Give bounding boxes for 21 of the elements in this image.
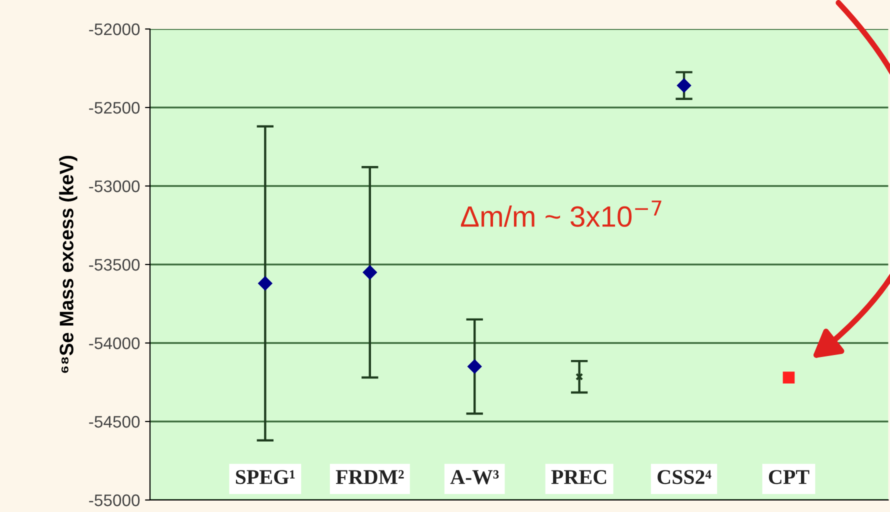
point xyxy=(362,265,377,280)
y-tick-label: -54500 xyxy=(89,416,140,428)
y-tick-label: -55000 xyxy=(89,494,140,506)
point xyxy=(782,372,795,384)
point xyxy=(258,276,272,290)
annotation: Δm/m ~ 3x10$^{−7}$ xyxy=(460,200,662,227)
x-tick-label: SPEG¹ xyxy=(236,470,295,484)
x-tick-label: PREC xyxy=(551,470,606,484)
x-tick-label: CPT xyxy=(768,470,810,484)
point xyxy=(677,78,691,92)
y-tick-label: -52000 xyxy=(89,23,140,36)
y-tick-label: -52500 xyxy=(89,102,140,114)
y-tick-label: -54000 xyxy=(89,337,140,350)
y-tick-label: -53000 xyxy=(89,180,140,192)
y-tick-label: -53500 xyxy=(89,258,140,271)
y-axis-title: ⁶⁸Se Mass excess (keV) xyxy=(59,156,78,373)
x-tick-label: A-W³ xyxy=(450,470,499,484)
point xyxy=(468,360,482,374)
x-tick-label: CSS2⁴ xyxy=(658,470,712,484)
x-tick-label: FRDM² xyxy=(336,470,404,484)
point xyxy=(575,372,584,381)
